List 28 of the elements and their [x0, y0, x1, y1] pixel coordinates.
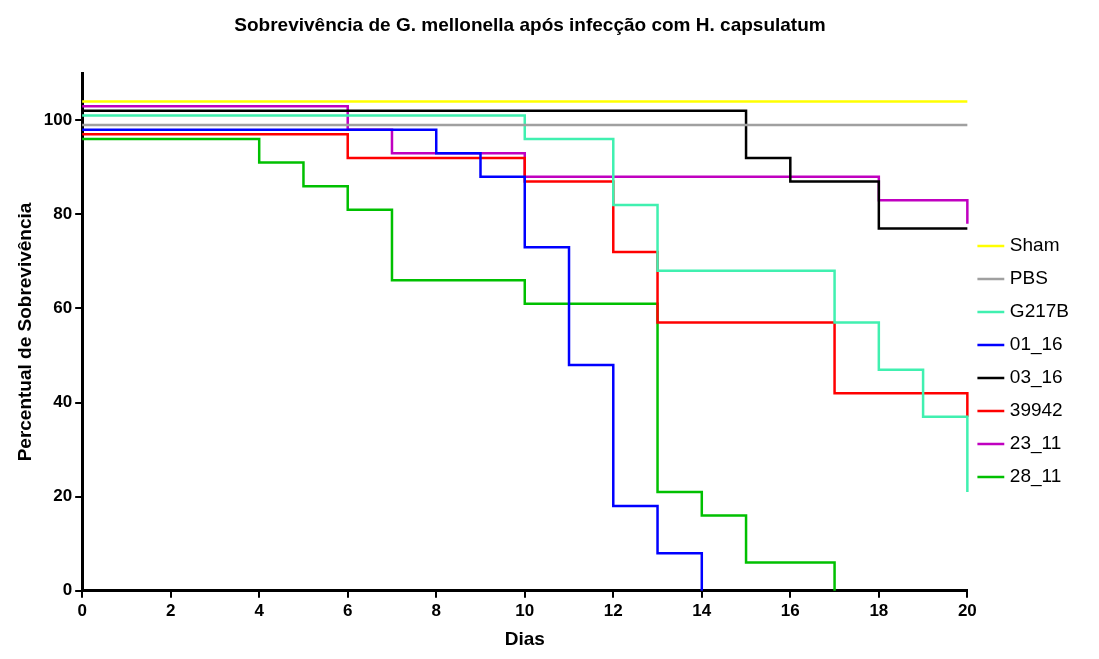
x-tick-label: 8: [431, 600, 441, 620]
y-tick-label: 40: [53, 392, 73, 412]
legend-label: 39942: [1009, 399, 1063, 421]
x-axis-title: Dias: [504, 627, 545, 649]
chart-title: Sobrevivência de G. mellonella após infecção com H. capsulatum: [233, 14, 827, 36]
x-tick-label: 4: [254, 600, 265, 620]
y-tick-label: 0: [62, 580, 73, 600]
x-tick-label: 10: [515, 600, 535, 620]
x-tick-label: 16: [780, 600, 800, 620]
y-axis-title: Percentual de Sobrevivência: [13, 202, 35, 462]
x-tick-label: 18: [869, 600, 889, 620]
y-tick-label: 80: [53, 204, 73, 224]
x-tick-label: 6: [342, 600, 353, 620]
x-tick-label: 2: [165, 600, 176, 620]
legend-label: 28_11: [1009, 465, 1062, 488]
x-tick-label: 14: [692, 600, 712, 620]
y-tick-label: 100: [43, 109, 73, 129]
legend-label: 03_16: [1009, 366, 1063, 389]
legend-label: G217B: [1009, 300, 1069, 322]
x-tick-label: 20: [957, 600, 977, 620]
legend-label: Sham: [1009, 234, 1060, 256]
x-tick-label: 12: [603, 600, 623, 620]
x-tick-label: 0: [77, 600, 87, 620]
legend-label: PBS: [1009, 267, 1048, 289]
y-tick-label: 20: [53, 486, 73, 506]
legend-label: 01_16: [1009, 333, 1063, 356]
y-tick-label: 60: [53, 298, 73, 318]
legend-label: 23_11: [1009, 432, 1062, 455]
